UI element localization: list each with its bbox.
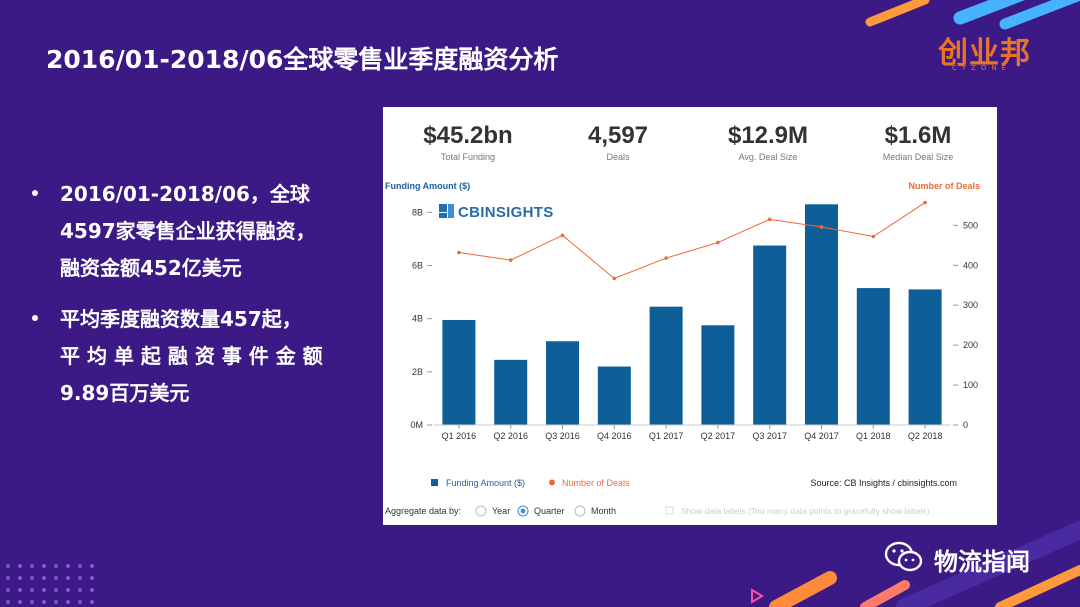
bullet-line: 融资金额452亿美元 bbox=[60, 256, 242, 280]
deals-point[interactable] bbox=[508, 258, 513, 262]
radio-month[interactable] bbox=[574, 505, 586, 517]
funding-bar[interactable] bbox=[908, 289, 942, 425]
deals-point[interactable] bbox=[560, 233, 565, 238]
stat-median-deal-size: $1.6M Median Deal Size bbox=[843, 121, 993, 162]
x-tick-label: Q2 2018 bbox=[908, 431, 943, 441]
wechat-icon bbox=[884, 541, 923, 572]
chart-legend: Funding Amount ($) Number of Deals bbox=[431, 478, 630, 488]
x-tick-label: Q3 2017 bbox=[752, 431, 787, 441]
radio-quarter-selected-dot bbox=[520, 508, 526, 514]
funding-bar[interactable] bbox=[494, 359, 528, 425]
right-axis-label: Number of Deals bbox=[908, 181, 980, 191]
deals-point[interactable] bbox=[612, 276, 617, 281]
left-tick-label: 2B bbox=[412, 367, 423, 377]
right-tick-label: 200 bbox=[963, 340, 978, 350]
right-tick-label: 500 bbox=[963, 220, 978, 230]
deals-point[interactable] bbox=[767, 217, 772, 222]
legend-swatch-funding bbox=[431, 479, 438, 486]
deals-point[interactable] bbox=[664, 256, 668, 260]
deals-point[interactable] bbox=[923, 200, 927, 205]
watermark-text: 物流指闻 bbox=[934, 548, 1030, 576]
stat-value: $1.6M bbox=[884, 122, 952, 149]
logo-sub-text: CYZONE bbox=[952, 64, 1012, 72]
stat-value: $12.9M bbox=[727, 122, 809, 149]
bullet-line: 9.89百万美元 bbox=[60, 381, 190, 405]
stat-value: 4,597 bbox=[587, 122, 649, 149]
cyzone-logo: 创业邦 CYZONE bbox=[930, 28, 1040, 76]
bullet-line: 4597家零售企业获得融资， bbox=[60, 219, 316, 243]
bullet-dot bbox=[32, 315, 38, 321]
right-tick-label: 100 bbox=[963, 380, 978, 390]
stat-total-funding: $45.2bn Total Funding bbox=[393, 121, 543, 162]
data-labels-checkbox[interactable] bbox=[665, 506, 674, 515]
bullet-line: 2016/01-2018/06，全球 bbox=[60, 182, 310, 206]
funding-deals-chart: Funding Amount ($) Number of Deals CBINS… bbox=[385, 181, 980, 517]
deals-line bbox=[458, 202, 926, 280]
funding-bar[interactable] bbox=[649, 306, 683, 425]
aggregate-label: Aggregate data by: bbox=[385, 506, 461, 516]
x-tick-label: Q4 2017 bbox=[804, 431, 839, 441]
aggregate-controls: Aggregate data by: Year Quarter Month Sh… bbox=[385, 505, 930, 517]
bullet-list: 2016/01-2018/06，全球 4597家零售企业获得融资， 融资金额45… bbox=[32, 176, 377, 426]
stat-label: Avg. Deal Size bbox=[738, 152, 798, 162]
legend-label-funding: Funding Amount ($) bbox=[446, 478, 525, 488]
x-tick-label: Q1 2017 bbox=[649, 431, 684, 441]
deals-point[interactable] bbox=[819, 225, 824, 229]
bullet-line: 平均季度融资数量457起， bbox=[60, 307, 302, 331]
aggregate-option-quarter[interactable]: Quarter bbox=[517, 505, 565, 517]
left-axis-label: Funding Amount ($) bbox=[385, 181, 470, 191]
left-tick-label: 8B bbox=[412, 207, 423, 217]
x-tick-label: Q1 2018 bbox=[856, 431, 891, 441]
right-tick-label: 0 bbox=[963, 420, 968, 430]
radio-label-quarter[interactable]: Quarter bbox=[534, 506, 565, 516]
left-tick-label: 0M bbox=[410, 420, 423, 430]
bullet-item: 平均季度融资数量457起， 平 均 单 起 融 资 事 件 金 额 9.89百万… bbox=[32, 301, 377, 412]
funding-bar[interactable] bbox=[442, 319, 476, 425]
left-tick-label: 4B bbox=[412, 314, 423, 324]
stat-value: $45.2bn bbox=[423, 122, 513, 149]
funding-bar[interactable] bbox=[753, 245, 787, 425]
bullet-line: 平 均 单 起 融 资 事 件 金 额 bbox=[60, 344, 323, 368]
stat-label: Median Deal Size bbox=[882, 152, 954, 162]
x-tick-label: Q3 2016 bbox=[545, 431, 580, 441]
right-tick-label: 400 bbox=[963, 260, 978, 270]
chart-card: $45.2bn Total Funding 4,597 Deals $12.9M… bbox=[383, 107, 997, 525]
x-tick-label: Q2 2016 bbox=[493, 431, 528, 441]
funding-bar[interactable] bbox=[701, 325, 735, 425]
legend-label-deals: Number of Deals bbox=[562, 478, 630, 488]
stat-deals: 4,597 Deals bbox=[543, 121, 693, 162]
cbinsights-logo: CBINSIGHTS bbox=[439, 204, 554, 221]
funding-bar[interactable] bbox=[856, 288, 890, 425]
bullet-dot bbox=[32, 190, 38, 196]
cbinsights-logo-text: CBINSIGHTS bbox=[458, 204, 554, 221]
deals-point[interactable] bbox=[871, 234, 876, 239]
stat-label: Total Funding bbox=[440, 152, 496, 162]
deals-point[interactable] bbox=[457, 250, 461, 255]
page-title: 2016/01-2018/06全球零售业季度融资分析 bbox=[46, 45, 559, 74]
stat-label: Deals bbox=[606, 152, 630, 162]
data-labels-note: Show data labels (Too many data points t… bbox=[681, 506, 930, 516]
bullet-item: 2016/01-2018/06，全球 4597家零售企业获得融资， 融资金额45… bbox=[32, 176, 377, 287]
x-tick-label: Q2 2017 bbox=[701, 431, 736, 441]
funding-bar[interactable] bbox=[546, 341, 579, 425]
stat-avg-deal-size: $12.9M Avg. Deal Size bbox=[693, 121, 843, 162]
aggregate-option-year[interactable]: Year bbox=[475, 505, 510, 517]
radio-year[interactable] bbox=[475, 505, 487, 517]
funding-bar[interactable] bbox=[805, 204, 838, 425]
left-tick-label: 6B bbox=[412, 260, 423, 270]
radio-label-month[interactable]: Month bbox=[591, 506, 616, 516]
deals-point[interactable] bbox=[716, 240, 720, 245]
radio-label-year[interactable]: Year bbox=[492, 506, 510, 516]
right-tick-label: 300 bbox=[963, 300, 978, 310]
aggregate-option-month[interactable]: Month bbox=[574, 505, 616, 517]
logo-main-text: 创业邦 bbox=[938, 36, 1031, 71]
legend-swatch-deals bbox=[549, 479, 555, 486]
funding-bar[interactable] bbox=[597, 366, 631, 425]
x-tick-label: Q4 2016 bbox=[597, 431, 632, 441]
source-note: Source: CB Insights / cbinsights.com bbox=[810, 478, 957, 488]
x-tick-label: Q1 2016 bbox=[442, 431, 477, 441]
